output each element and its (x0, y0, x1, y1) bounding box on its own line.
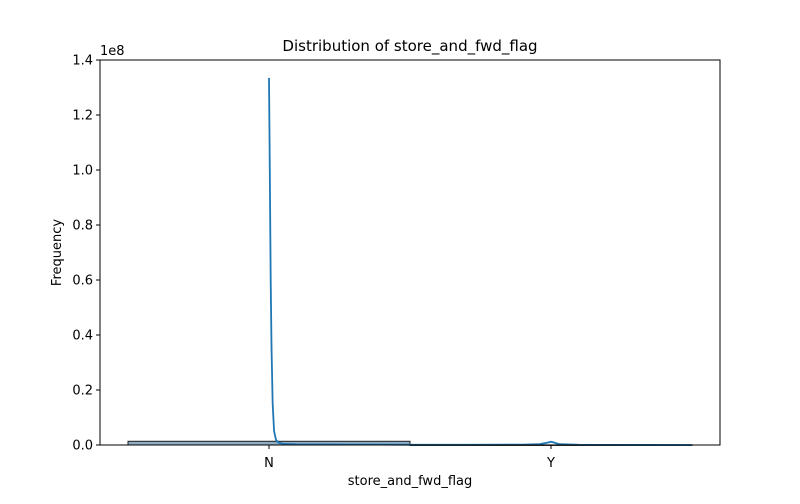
kde-line (268, 77, 693, 446)
kde-layer (268, 77, 693, 446)
x-tick-label-Y: Y (546, 456, 555, 471)
y-tick-label: 1.0 (72, 164, 93, 179)
y-tick-label: 0.6 (72, 274, 93, 289)
chart-title: Distribution of store_and_fwd_flag (282, 37, 537, 56)
y-tick-label: 0.0 (72, 439, 93, 454)
y-tick-label: 1.4 (72, 54, 93, 69)
x-tick-label-N: N (264, 456, 274, 471)
y-tick-label: 0.4 (72, 329, 93, 344)
y-axis-offset-label: 1e8 (100, 44, 125, 59)
x-axis-label: store_and_fwd_flag (348, 474, 472, 489)
y-ticks: 0.0 0.2 0.4 0.6 0.8 1.0 1.2 1.4 (72, 54, 100, 454)
y-tick-label: 1.2 (72, 109, 93, 124)
axes-frame (99, 59, 721, 446)
y-axis-label: Frequency (50, 219, 65, 286)
y-tick-label: 0.8 (72, 219, 93, 234)
y-tick-label: 0.2 (72, 384, 93, 399)
